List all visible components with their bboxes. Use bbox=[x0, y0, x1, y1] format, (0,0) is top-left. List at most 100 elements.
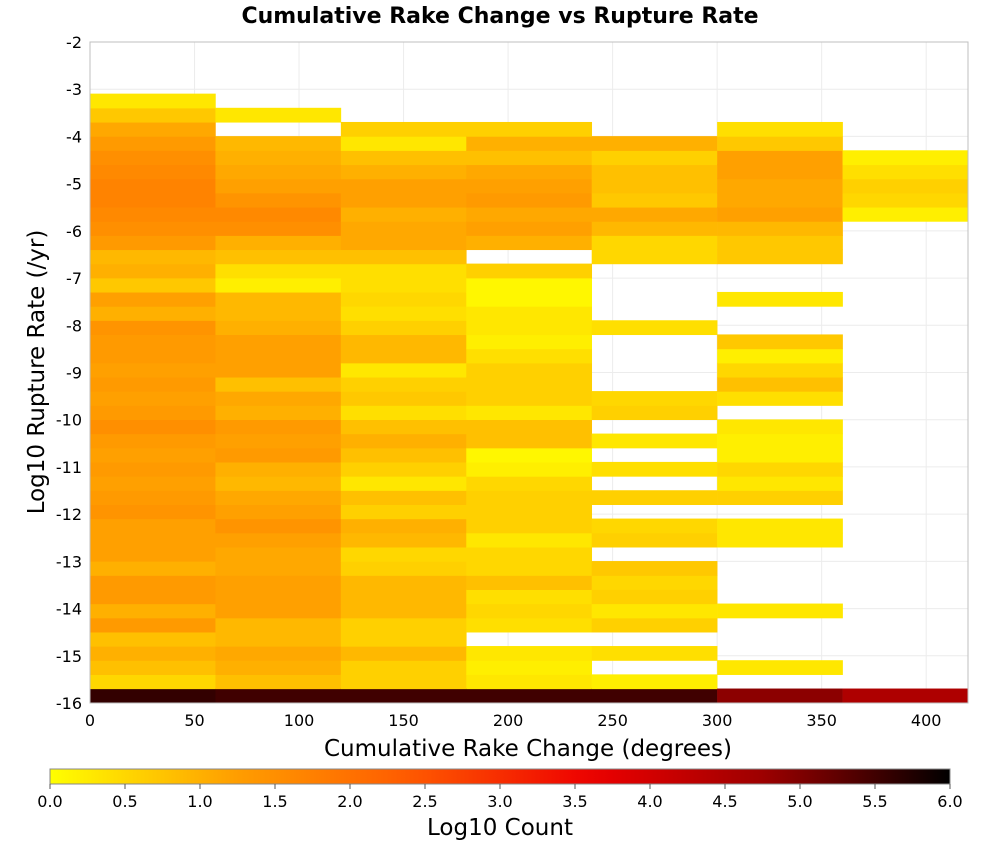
heatmap-cell bbox=[340, 164, 467, 180]
heatmap-cell bbox=[215, 277, 342, 293]
heatmap-cell bbox=[215, 419, 342, 435]
heatmap-cell bbox=[466, 561, 593, 576]
heatmap-cell bbox=[717, 192, 843, 208]
heatmap-cell bbox=[466, 405, 593, 421]
heatmap-cell bbox=[215, 348, 342, 364]
heatmap-cell bbox=[466, 504, 593, 520]
heatmap-cell bbox=[90, 589, 216, 605]
heatmap-cell bbox=[717, 391, 843, 406]
heatmap-cell bbox=[466, 447, 593, 463]
heatmap-cell bbox=[215, 136, 342, 151]
heatmap-cell bbox=[466, 136, 593, 151]
heatmap-cell bbox=[90, 362, 216, 378]
colorbar-tick-label: 4.0 bbox=[637, 792, 662, 811]
heatmap-cell bbox=[717, 348, 843, 364]
x-axis-ticks: 0 50 100 150 200 250 300 350 400 bbox=[85, 711, 942, 730]
heatmap-cell bbox=[466, 121, 593, 137]
heatmap-cell bbox=[591, 561, 718, 576]
heatmap-cell bbox=[466, 518, 593, 534]
heatmap-cell bbox=[90, 532, 216, 548]
heatmap-cell bbox=[717, 249, 843, 265]
heatmap-cell bbox=[90, 674, 216, 690]
heatmap-cell bbox=[466, 178, 593, 194]
heatmap-cell bbox=[591, 674, 718, 690]
heatmap-cell bbox=[591, 249, 718, 265]
colorbar-tick-label: 6.0 bbox=[937, 792, 962, 811]
heatmap-cell bbox=[340, 660, 467, 675]
heatmap-cell bbox=[340, 561, 467, 576]
heatmap-cell bbox=[466, 419, 593, 435]
heatmap-cell bbox=[717, 150, 843, 166]
heatmap-cell bbox=[340, 674, 467, 690]
heatmap-cell bbox=[90, 660, 216, 675]
heatmap-cell bbox=[466, 433, 593, 449]
heatmap-cell bbox=[466, 306, 593, 321]
heatmap-cell bbox=[340, 476, 467, 491]
heatmap-cell bbox=[340, 532, 467, 548]
colorbar-ticks: 0.0 0.5 1.0 1.5 2.0 2.5 3.0 3.5 4.0 4.5 5.0 5.5 6.0 bbox=[37, 784, 963, 811]
heatmap-cell bbox=[340, 688, 467, 704]
heatmap-cell bbox=[215, 362, 342, 378]
colorbar-tick-label: 4.5 bbox=[712, 792, 737, 811]
x-tick-label: 100 bbox=[284, 711, 315, 730]
heatmap-cell bbox=[340, 277, 467, 293]
heatmap-cell bbox=[591, 575, 718, 590]
heatmap-cell bbox=[215, 674, 342, 690]
heatmap-cell bbox=[466, 575, 593, 590]
y-tick-label: -8 bbox=[66, 316, 82, 335]
heatmap-cell bbox=[340, 221, 467, 236]
heatmap-cell bbox=[90, 93, 216, 109]
heatmap-cell bbox=[466, 320, 593, 336]
heatmap-cell bbox=[591, 617, 718, 633]
heatmap-cell bbox=[717, 221, 843, 236]
y-tick-label: -3 bbox=[66, 80, 82, 99]
heatmap-cell bbox=[90, 405, 216, 421]
heatmap-cell bbox=[90, 646, 216, 661]
heatmap-cell bbox=[591, 136, 718, 151]
heatmap-cell bbox=[215, 150, 342, 166]
heatmap-cell bbox=[90, 447, 216, 463]
heatmap-cell bbox=[466, 348, 593, 364]
heatmap-cell bbox=[340, 589, 467, 605]
heatmap-cell bbox=[717, 136, 843, 151]
heatmap-cell bbox=[90, 603, 216, 619]
heatmap-cell bbox=[90, 575, 216, 590]
heatmap-cell bbox=[215, 631, 342, 647]
heatmap-cell bbox=[215, 206, 342, 222]
heatmap-cell bbox=[215, 107, 342, 123]
y-tick-label: -11 bbox=[56, 458, 82, 477]
heatmap-cell bbox=[215, 589, 342, 605]
heatmap-cell bbox=[340, 376, 467, 392]
heatmap-cell bbox=[466, 362, 593, 378]
heatmap-cell bbox=[591, 405, 718, 421]
heatmap-cell bbox=[591, 320, 718, 336]
heatmap-cell bbox=[90, 107, 216, 123]
heatmap-cell bbox=[90, 348, 216, 364]
colorbar-tick-label: 2.0 bbox=[337, 792, 362, 811]
heatmap-cell bbox=[340, 178, 467, 194]
heatmap-cell bbox=[340, 419, 467, 435]
heatmap-cell bbox=[215, 164, 342, 180]
heatmap-cell bbox=[591, 235, 718, 251]
heatmap-cell bbox=[340, 405, 467, 421]
heatmap-cell bbox=[842, 150, 969, 166]
heatmap-cell bbox=[90, 136, 216, 151]
heatmap-cell bbox=[340, 575, 467, 590]
heatmap-cell bbox=[215, 646, 342, 661]
heatmap-cell bbox=[90, 121, 216, 137]
heatmap-cell bbox=[215, 192, 342, 208]
heatmap-cell bbox=[90, 291, 216, 307]
heatmap-cell bbox=[90, 391, 216, 406]
heatmap-cell bbox=[215, 447, 342, 463]
y-tick-label: -13 bbox=[56, 552, 82, 571]
heatmap-cell bbox=[591, 178, 718, 194]
heatmap-cell bbox=[340, 263, 467, 279]
heatmap-cell bbox=[90, 561, 216, 576]
heatmap-cell bbox=[466, 334, 593, 350]
heatmap-cell bbox=[466, 603, 593, 619]
x-tick-label: 250 bbox=[597, 711, 628, 730]
heatmap-cell bbox=[466, 461, 593, 477]
heatmap-cell bbox=[340, 490, 467, 505]
y-tick-label: -15 bbox=[56, 647, 82, 666]
